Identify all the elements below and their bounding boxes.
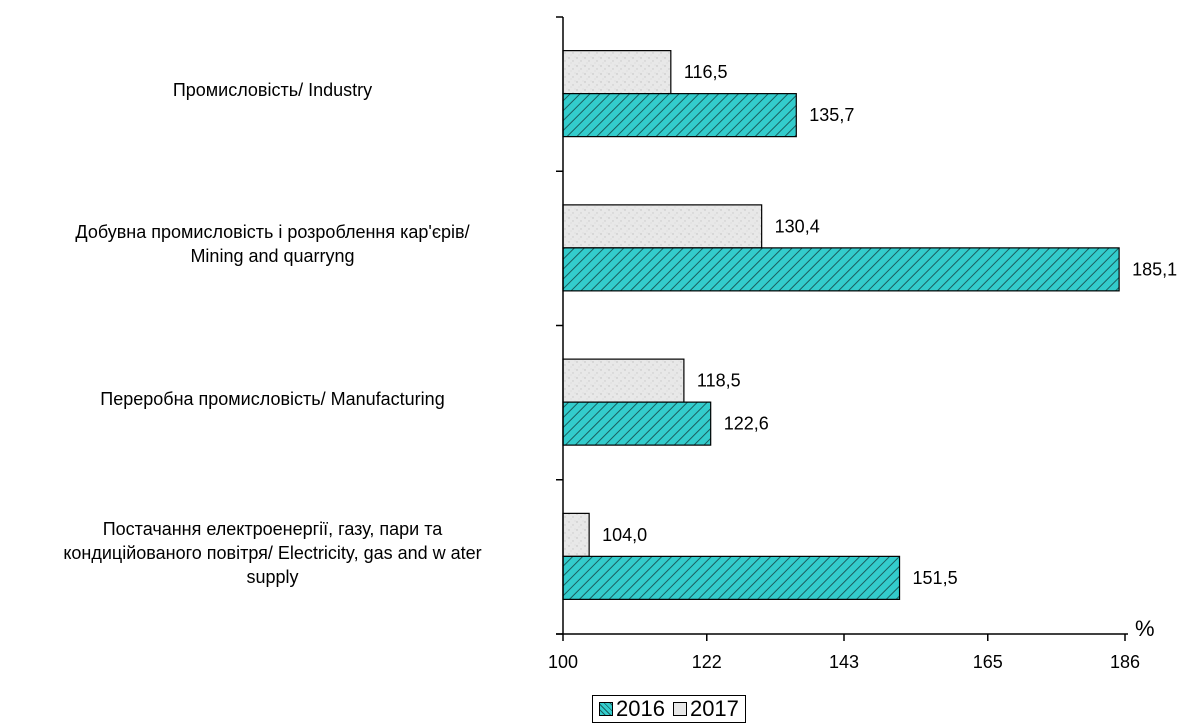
category-label-1: Добувна промисловість і розроблення кар'… — [0, 220, 545, 268]
x-tick-label-2: 143 — [829, 652, 859, 672]
value-label-2017-cat-0: 116,5 — [684, 62, 728, 82]
category-label-line: Mining and quarryng — [190, 246, 355, 267]
x-tick-label-4: 186 — [1110, 652, 1140, 672]
x-tick-label-0: 100 — [548, 652, 578, 672]
category-label-3: Постачання електроенергії, газу, пари та… — [0, 517, 545, 589]
value-label-2016-cat-2: 122,6 — [724, 414, 769, 434]
value-label-2016-cat-0: 135,7 — [809, 105, 854, 125]
bar-2016-cat-3 — [562, 555, 901, 600]
unit-label: % — [1135, 616, 1155, 641]
category-label-line: Добувна промисловість і розроблення кар'… — [75, 222, 470, 243]
category-label-line: Переробна промисловість/ Manufacturing — [100, 388, 445, 409]
x-tick-label-1: 122 — [692, 652, 722, 672]
category-label-line: supply — [246, 566, 299, 587]
value-label-2016-cat-3: 151,5 — [913, 568, 958, 588]
bar-2016-cat-2 — [562, 401, 712, 446]
value-labels-layer: 116,5 135,7 130,4 185,1 118,5 122,6 104,0 151,5 — [602, 62, 1177, 588]
value-label-2017-cat-1: 130,4 — [775, 216, 820, 236]
x-tick-label-3: 165 — [973, 652, 1003, 672]
legend-label-2016: 2016 — [616, 696, 665, 721]
category-label-2: Переробна промисловість/ Manufacturing — [0, 387, 545, 411]
legend-item-2017: 2017 — [672, 696, 739, 722]
category-label-0: Промисловість/ Industry — [0, 78, 545, 102]
bar-2017-cat-3 — [562, 512, 590, 557]
axes-layer: 100 122 143 165 186% — [548, 16, 1155, 672]
bar-2017-cat-1 — [562, 204, 763, 249]
value-label-2016-cat-1: 185,1 — [1132, 259, 1177, 279]
legend-item-2016: 2016 — [599, 696, 665, 722]
legend-swatch-2017 — [672, 702, 687, 716]
bar-2017-cat-2 — [562, 358, 685, 403]
value-label-2017-cat-2: 118,5 — [697, 371, 741, 391]
category-label-line: кондиційованого повітря/ Electricity, ga… — [63, 542, 482, 563]
bar-2016-cat-1 — [562, 247, 1120, 292]
value-label-2017-cat-3: 104,0 — [602, 525, 647, 545]
bar-chart: 100 122 143 165 186% 116,5 135,7 130,4 185,1 118… — [548, 16, 1177, 672]
legend-label-2017: 2017 — [689, 696, 739, 721]
bar-2016-cat-0 — [562, 93, 797, 138]
category-label-line: Постачання електроенергії, газу, пари та — [102, 518, 443, 539]
category-label-line: Промисловість/ Industry — [172, 80, 373, 101]
bar-2017-cat-0 — [562, 50, 672, 95]
legend-swatch-2016 — [599, 702, 613, 716]
legend: 2016 2017 — [592, 695, 746, 723]
bars-layer — [562, 50, 1120, 600]
